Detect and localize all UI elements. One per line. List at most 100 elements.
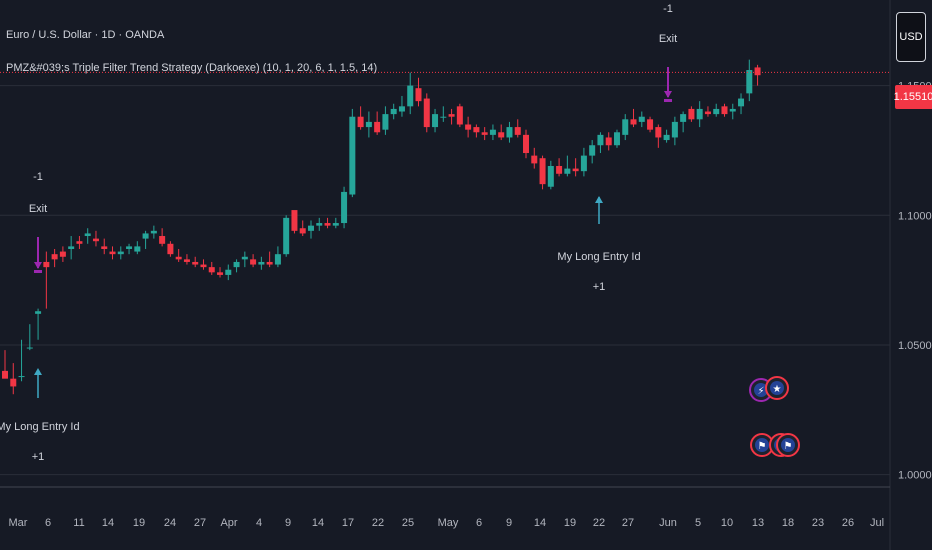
candle-body bbox=[117, 251, 124, 255]
candle-body bbox=[465, 124, 472, 130]
us-flag-event-icon-inner bbox=[755, 438, 769, 452]
us-flag-event-icon-glyph: ⚑ bbox=[784, 441, 793, 452]
candle-body bbox=[489, 129, 496, 135]
candle-body bbox=[572, 168, 579, 172]
y-tick-label: 1.10000 bbox=[898, 210, 932, 222]
candle-body bbox=[92, 238, 99, 242]
candle-body bbox=[407, 85, 414, 107]
candle-body bbox=[51, 254, 58, 260]
candle-body bbox=[109, 251, 116, 255]
candle-body bbox=[390, 108, 397, 115]
candle-body bbox=[316, 223, 323, 226]
candle-body bbox=[142, 233, 149, 239]
candle-body bbox=[589, 145, 596, 156]
candle-body bbox=[183, 259, 190, 262]
x-tick-label: 24 bbox=[164, 517, 176, 529]
candle-body bbox=[531, 155, 538, 164]
candle-body bbox=[680, 114, 687, 122]
candle-body bbox=[688, 108, 695, 120]
candle-body bbox=[398, 106, 405, 112]
candle-body bbox=[630, 119, 637, 125]
candle-body bbox=[43, 261, 50, 268]
candle-body bbox=[647, 119, 654, 130]
candle-body bbox=[341, 191, 348, 224]
candle-body bbox=[448, 114, 455, 117]
candle-body bbox=[613, 132, 620, 146]
candle-body bbox=[101, 246, 108, 249]
strategy-legend[interactable]: PMZ&#039;s Triple Filter Trend Strategy … bbox=[6, 62, 378, 74]
candle-body bbox=[514, 127, 521, 135]
symbol-legend: Euro / U.S. Dollar · 1D · OANDA bbox=[6, 29, 165, 41]
exit-label: Exit bbox=[659, 33, 677, 45]
candle-body bbox=[76, 241, 83, 244]
candle-body bbox=[59, 251, 66, 257]
candle-body bbox=[704, 111, 711, 115]
candle-body bbox=[324, 223, 331, 226]
candle-body bbox=[225, 269, 232, 275]
entry-label: My Long Entry Id bbox=[557, 251, 640, 263]
x-tick-label: 19 bbox=[564, 517, 576, 529]
entry-arrowhead bbox=[34, 368, 42, 375]
candle-body bbox=[192, 261, 199, 265]
candle-body bbox=[357, 116, 364, 128]
candle-body bbox=[547, 165, 554, 187]
candle-body bbox=[365, 121, 372, 128]
x-tick-label: Jun bbox=[659, 517, 677, 529]
candle-body bbox=[498, 132, 505, 138]
candle-body bbox=[126, 246, 133, 249]
x-tick-label: 19 bbox=[133, 517, 145, 529]
candle-body bbox=[35, 311, 42, 314]
x-tick-label: 27 bbox=[622, 517, 634, 529]
exit-marker-bar bbox=[664, 99, 672, 102]
candle-body bbox=[283, 217, 290, 255]
candle-body bbox=[696, 108, 703, 120]
x-tick-label: 9 bbox=[285, 517, 291, 529]
candle-body bbox=[605, 137, 612, 146]
y-tick-label: 1.00000 bbox=[898, 470, 932, 482]
x-tick-label: 6 bbox=[45, 517, 51, 529]
x-tick-label: 27 bbox=[194, 517, 206, 529]
x-tick-label: 14 bbox=[312, 517, 324, 529]
candle-body bbox=[291, 210, 298, 231]
candle-body bbox=[274, 254, 281, 265]
exit-arrowhead bbox=[34, 262, 42, 269]
x-tick-label: 22 bbox=[372, 517, 384, 529]
candle-body bbox=[159, 236, 166, 244]
candle-body bbox=[349, 116, 356, 195]
candle-body bbox=[2, 370, 8, 379]
candle-body bbox=[746, 70, 753, 94]
x-tick-label: 6 bbox=[476, 517, 482, 529]
x-tick-label: 25 bbox=[402, 517, 414, 529]
x-tick-label: 18 bbox=[782, 517, 794, 529]
candle-body bbox=[663, 134, 670, 141]
candle-body bbox=[10, 378, 17, 387]
x-tick-label: 14 bbox=[534, 517, 546, 529]
x-tick-label: 14 bbox=[102, 517, 114, 529]
candle-body bbox=[580, 155, 587, 172]
candle-body bbox=[200, 264, 207, 268]
last-price-label: 1.15510 bbox=[894, 85, 932, 109]
candle-body bbox=[233, 261, 240, 268]
candle-body bbox=[332, 223, 339, 226]
candle-body bbox=[523, 134, 530, 154]
candle-body bbox=[150, 230, 157, 234]
candle-body bbox=[473, 127, 480, 133]
entry-label: My Long Entry Id bbox=[0, 421, 80, 433]
candle-body bbox=[556, 165, 563, 174]
exit-qty-label: -1 bbox=[663, 3, 673, 15]
candle-body bbox=[754, 67, 761, 76]
x-tick-label: Apr bbox=[220, 517, 237, 529]
x-tick-label: 22 bbox=[593, 517, 605, 529]
candle-body bbox=[638, 116, 645, 122]
candle-body bbox=[564, 168, 571, 174]
candle-body bbox=[299, 228, 306, 234]
candle-body bbox=[266, 261, 273, 265]
candle-body bbox=[241, 256, 248, 260]
candle-body bbox=[374, 121, 381, 133]
x-tick-label: 5 bbox=[695, 517, 701, 529]
currency-button[interactable]: USD bbox=[896, 12, 926, 62]
candle-body bbox=[26, 347, 33, 349]
candle-body bbox=[307, 225, 314, 231]
x-tick-label: 9 bbox=[506, 517, 512, 529]
